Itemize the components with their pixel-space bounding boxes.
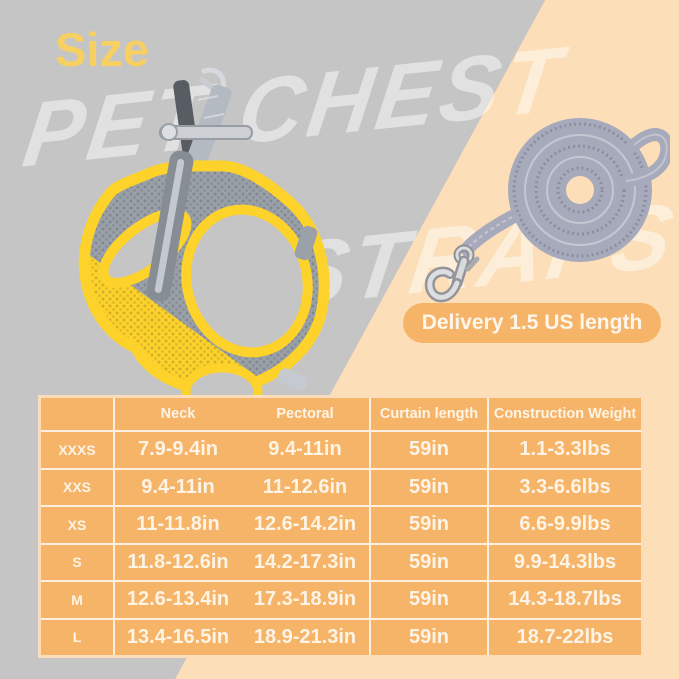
table-header-size bbox=[41, 398, 113, 430]
size-title: Size bbox=[55, 23, 150, 76]
row-label: XS bbox=[41, 505, 113, 543]
curtain-value: 59in bbox=[369, 580, 487, 618]
row-label: S bbox=[41, 542, 113, 581]
size-chart-table: Neck Pectoral Curtain length Constructio… bbox=[38, 395, 644, 658]
table-header-weight: Construction Weight bbox=[487, 398, 641, 430]
weight-value: 3.3-6.6lbs bbox=[487, 467, 641, 505]
leash-image bbox=[424, 118, 670, 303]
pectoral-value: 17.3-18.9in bbox=[241, 580, 369, 618]
row-label: L bbox=[41, 617, 113, 656]
pectoral-value: 18.9-21.3in bbox=[241, 617, 369, 656]
neck-value: 12.6-13.4in bbox=[113, 580, 241, 618]
weight-value: 18.7-22lbs bbox=[487, 617, 641, 655]
leash-coil bbox=[460, 118, 670, 262]
weight-value: 6.6-9.9lbs bbox=[487, 505, 641, 543]
table-header-curtain: Curtain length bbox=[369, 398, 487, 430]
weight-value: 14.3-18.7lbs bbox=[487, 580, 641, 618]
delivery-length-badge: Delivery 1.5 US length bbox=[403, 303, 661, 343]
curtain-value: 59in bbox=[369, 617, 487, 655]
table-header-pectoral: Pectoral bbox=[276, 406, 334, 422]
neck-value: 11.8-12.6in bbox=[113, 542, 241, 580]
neck-value: 9.4-11in bbox=[113, 467, 241, 505]
pectoral-value: 11-12.6in bbox=[241, 467, 369, 506]
harness-buckle-icon bbox=[159, 123, 253, 141]
pectoral-value: 12.6-14.2in bbox=[241, 505, 369, 543]
row-label: XXXS bbox=[41, 430, 113, 468]
row-label: XXS bbox=[41, 467, 113, 506]
leash-snap-hook-icon bbox=[424, 244, 480, 303]
curtain-value: 59in bbox=[369, 542, 487, 580]
weight-value: 1.1-3.3lbs bbox=[487, 430, 641, 468]
row-label: M bbox=[41, 580, 113, 618]
harness-vest bbox=[78, 150, 330, 398]
neck-value: 13.4-16.5in bbox=[113, 617, 241, 655]
pectoral-value: 9.4-11in bbox=[241, 430, 369, 468]
table-header-neck: Neck bbox=[113, 398, 241, 430]
neck-value: 11-11.8in bbox=[113, 505, 241, 543]
pectoral-value: 14.2-17.3in bbox=[241, 542, 369, 581]
curtain-value: 59in bbox=[369, 505, 487, 543]
curtain-value: 59in bbox=[369, 430, 487, 468]
harness-image bbox=[78, 67, 330, 398]
neck-value: 7.9-9.4in bbox=[113, 430, 241, 468]
curtain-value: 59in bbox=[369, 467, 487, 505]
weight-value: 9.9-14.3lbs bbox=[487, 542, 641, 580]
